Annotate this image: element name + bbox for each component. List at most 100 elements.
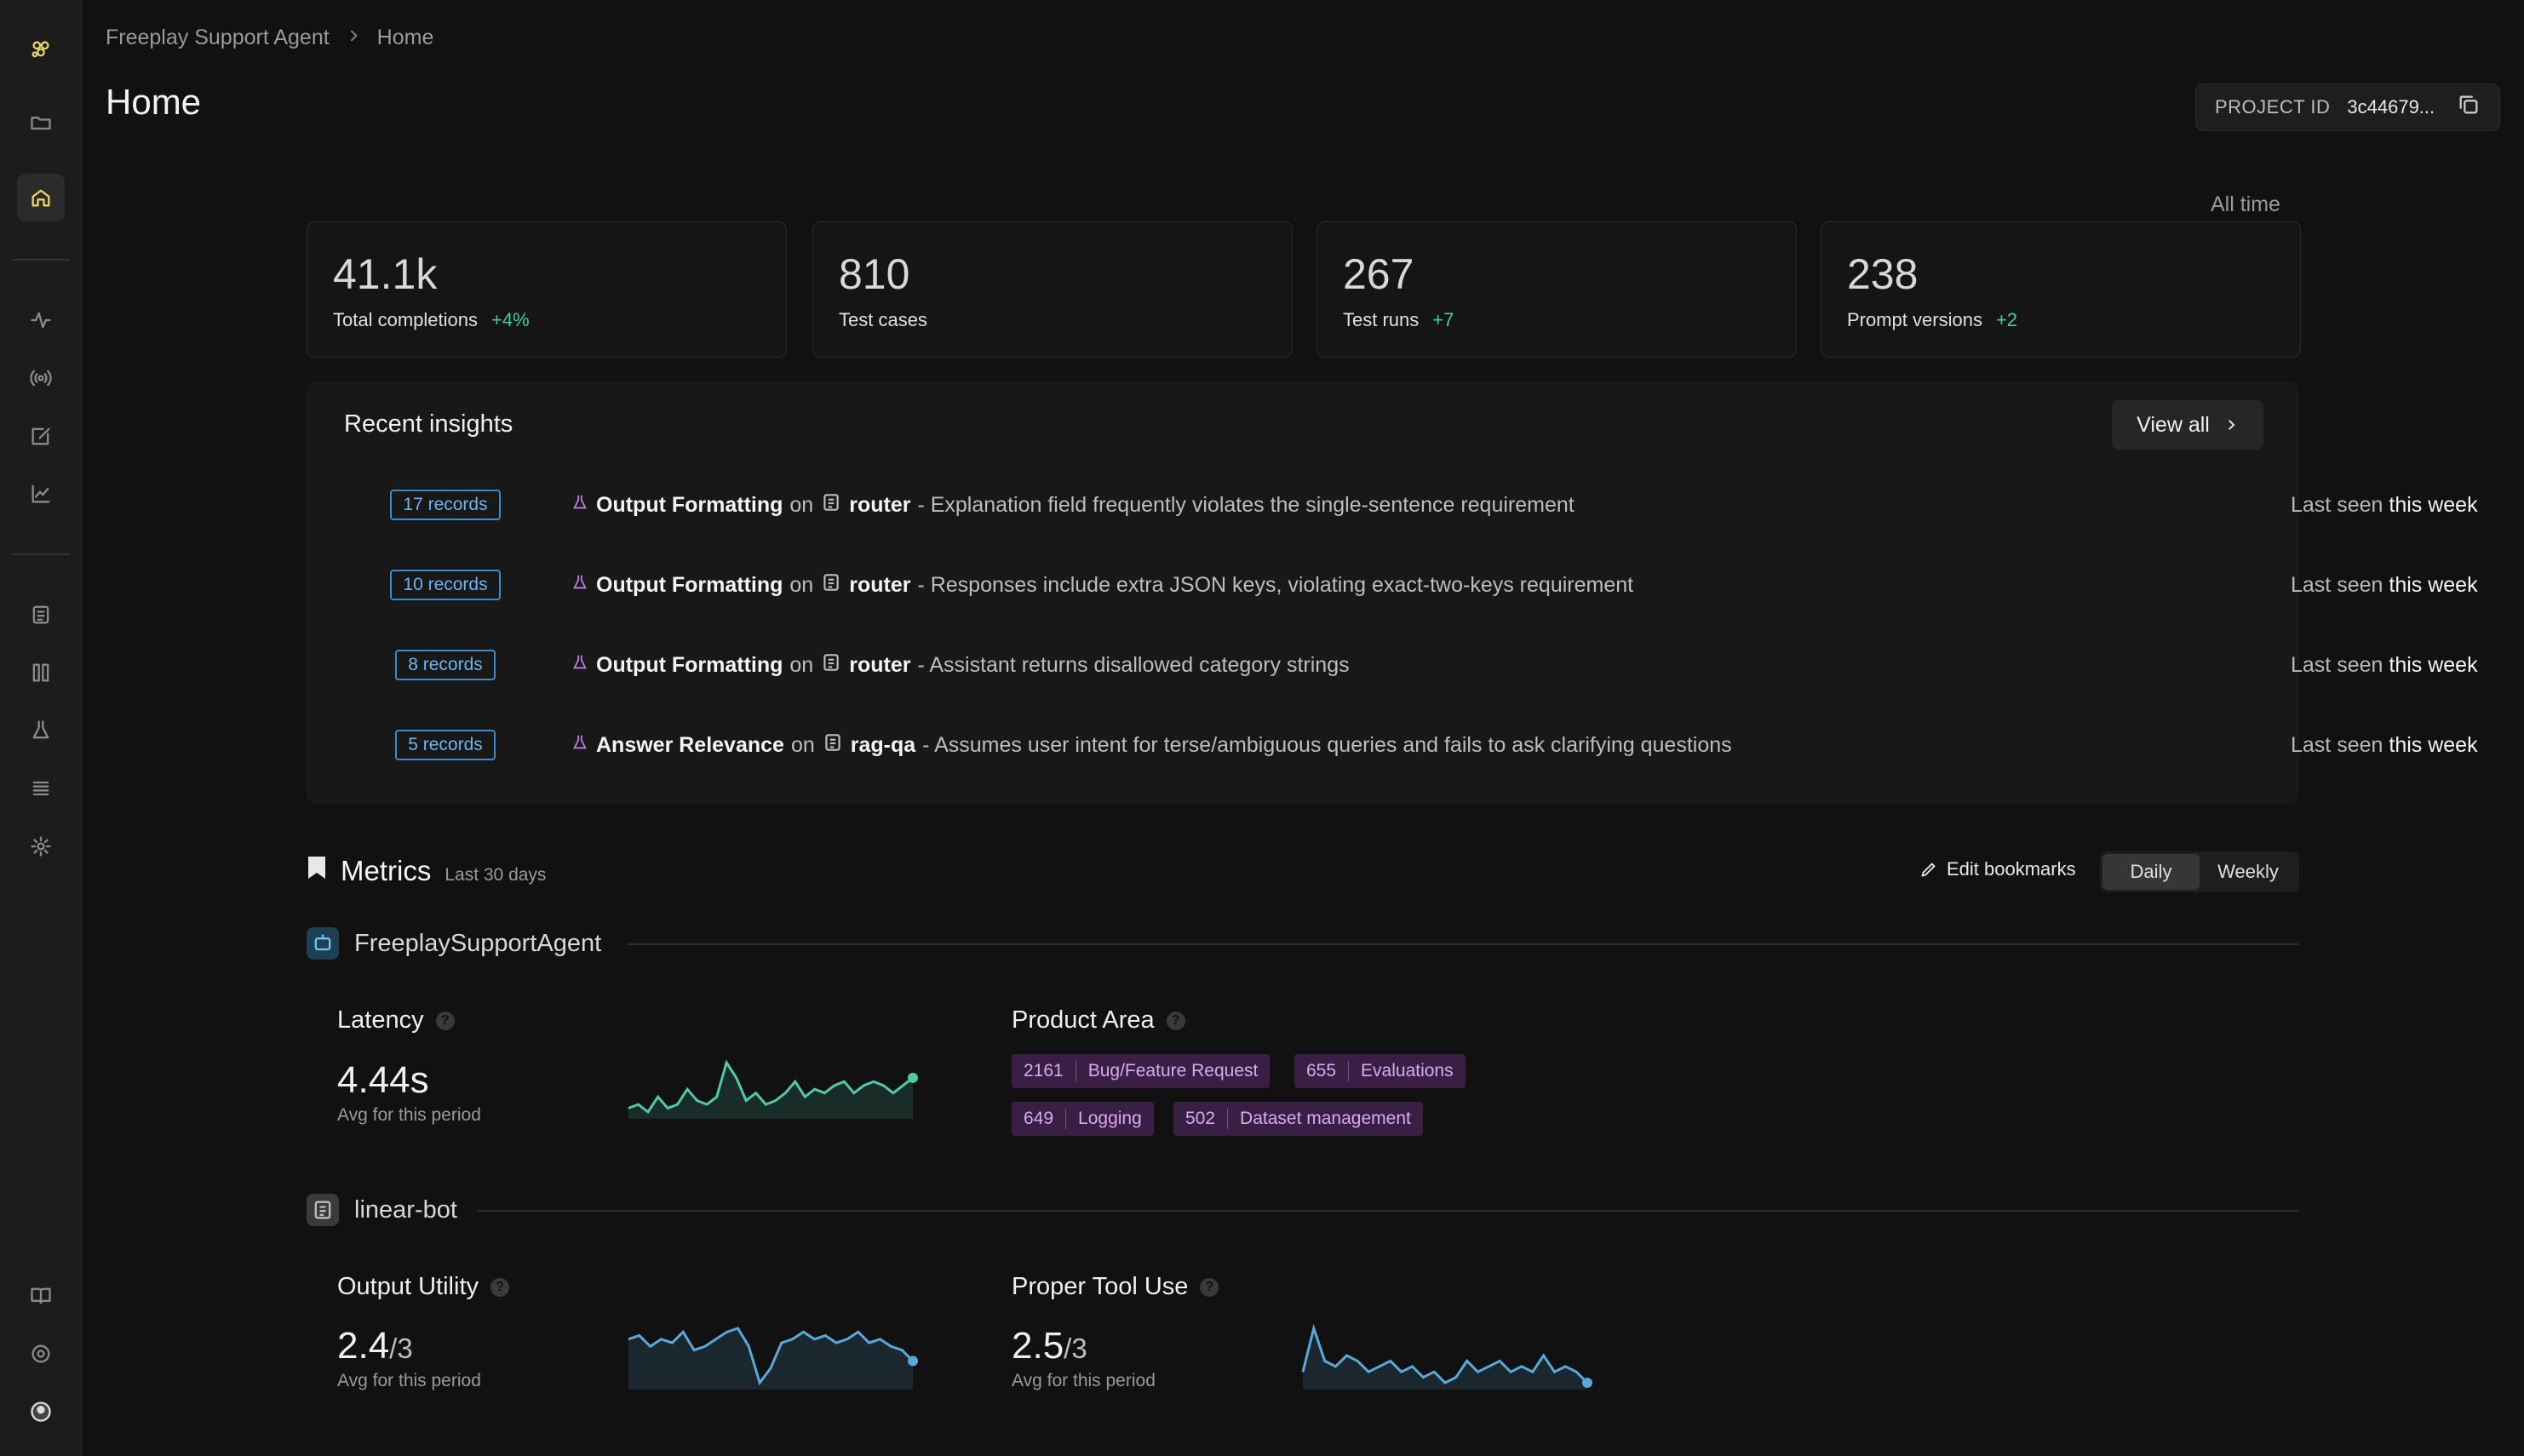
metric-value: 4.44s bbox=[337, 1059, 429, 1102]
metric-title: Output Utility bbox=[337, 1273, 479, 1300]
prompt-name[interactable]: rag-qa bbox=[850, 732, 916, 757]
evaluation-icon bbox=[571, 573, 589, 598]
breadcrumb-project[interactable]: Freeplay Support Agent bbox=[106, 26, 330, 49]
prompt-name[interactable]: router bbox=[849, 492, 911, 517]
insights-title: Recent insights bbox=[344, 410, 513, 438]
settings-icon[interactable] bbox=[17, 1330, 65, 1378]
last-seen-value: this week bbox=[2389, 572, 2478, 597]
tag-label: Evaluations bbox=[1361, 1061, 1454, 1081]
period-label[interactable]: All time bbox=[2211, 192, 2280, 216]
prompt-name[interactable]: router bbox=[849, 572, 911, 597]
insight-text: Output Formatting on router - Responses inc… bbox=[571, 571, 1633, 599]
scroll-icon[interactable] bbox=[17, 591, 65, 639]
evaluation-icon bbox=[571, 733, 589, 758]
insight-row[interactable]: 5 records Answer Relevance on rag-qa - Assum… bbox=[307, 724, 2478, 766]
activity-icon[interactable] bbox=[17, 296, 65, 344]
help-icon[interactable]: ? bbox=[1166, 1011, 1185, 1030]
metric-subtitle: Avg for this period bbox=[1012, 1371, 1156, 1390]
records-badge[interactable]: 17 records bbox=[390, 490, 501, 520]
proper-tool-use-sparkline[interactable] bbox=[1296, 1321, 1594, 1390]
toggle-daily[interactable]: Daily bbox=[2102, 854, 2200, 890]
stat-delta: +7 bbox=[1432, 309, 1454, 330]
edit-icon[interactable] bbox=[17, 412, 65, 460]
help-icon[interactable]: ? bbox=[1200, 1277, 1219, 1297]
home-icon[interactable] bbox=[17, 174, 65, 221]
last-seen-label: Last seen bbox=[2291, 652, 2383, 677]
book-icon[interactable] bbox=[17, 1272, 65, 1320]
product-area-tag[interactable]: 655 Evaluations bbox=[1294, 1054, 1466, 1088]
pencil-icon bbox=[1921, 863, 1936, 877]
records-badge[interactable]: 8 records bbox=[395, 650, 496, 680]
stat-delta: +2 bbox=[1995, 309, 2018, 330]
metric-title-output-utility[interactable]: Output Utility ? bbox=[337, 1273, 509, 1301]
prompt-icon bbox=[820, 651, 842, 679]
product-area-tag[interactable]: 502 Dataset management bbox=[1173, 1102, 1423, 1136]
last-seen-value: this week bbox=[2389, 652, 2478, 677]
toggle-weekly[interactable]: Weekly bbox=[2217, 861, 2279, 882]
metric-title: Latency bbox=[337, 1006, 424, 1034]
flask-icon[interactable] bbox=[17, 707, 65, 754]
copy-icon[interactable] bbox=[2457, 93, 2481, 122]
period-toggle: Daily Weekly bbox=[2100, 851, 2299, 892]
gear-icon[interactable] bbox=[17, 823, 65, 870]
chart-icon[interactable] bbox=[17, 470, 65, 518]
on-word: on bbox=[789, 652, 814, 677]
prompt-icon bbox=[820, 491, 842, 519]
latency-sparkline[interactable] bbox=[622, 1056, 920, 1119]
prompt-icon bbox=[820, 571, 842, 599]
insight-description: - Assumes user intent for terse/ambiguou… bbox=[922, 732, 1732, 757]
stat-label: Prompt versions bbox=[1847, 309, 1982, 330]
metric-title: Proper Tool Use bbox=[1012, 1273, 1189, 1300]
section-divider bbox=[627, 943, 2299, 945]
metric-title: Product Area bbox=[1012, 1006, 1155, 1034]
tag-count: 502 bbox=[1185, 1109, 1216, 1128]
broadcast-icon[interactable] bbox=[17, 354, 65, 402]
metrics-header: Metrics Last 30 days bbox=[307, 855, 546, 887]
list-icon[interactable] bbox=[17, 765, 65, 812]
insight-row[interactable]: 10 records Output Formatting on router - Res… bbox=[307, 564, 2478, 606]
insight-row[interactable]: 17 records Output Formatting on router - Exp… bbox=[307, 484, 2478, 526]
stat-card-prompt-versions[interactable]: 238 Prompt versions +2 bbox=[1821, 221, 2301, 358]
stat-value: 267 bbox=[1343, 250, 1414, 298]
folder-icon[interactable] bbox=[17, 99, 65, 146]
stat-card-test-runs[interactable]: 267 Test runs +7 bbox=[1316, 221, 1797, 358]
on-word: on bbox=[789, 572, 814, 597]
bookmark-icon bbox=[307, 855, 327, 885]
evaluation-name[interactable]: Answer Relevance bbox=[596, 732, 784, 757]
stat-label: Total completions bbox=[333, 309, 478, 330]
product-area-tag[interactable]: 2161 Bug/Feature Request bbox=[1012, 1054, 1271, 1088]
metric-title-product-area[interactable]: Product Area ? bbox=[1012, 1006, 1185, 1035]
evaluation-name[interactable]: Output Formatting bbox=[596, 652, 783, 677]
metric-title-latency[interactable]: Latency ? bbox=[337, 1006, 455, 1035]
help-icon[interactable]: ? bbox=[490, 1277, 509, 1297]
logo-icon[interactable] bbox=[17, 26, 65, 73]
avatar[interactable] bbox=[17, 1388, 65, 1436]
tag-label: Dataset management bbox=[1240, 1109, 1411, 1128]
sidebar-divider bbox=[12, 259, 70, 261]
metric-value-main: 2.4 bbox=[337, 1325, 390, 1367]
records-badge[interactable]: 10 records bbox=[390, 570, 501, 600]
metric-subtitle: Avg for this period bbox=[337, 1371, 481, 1390]
product-area-tag[interactable]: 649 Logging bbox=[1012, 1102, 1154, 1136]
records-badge[interactable]: 5 records bbox=[395, 730, 496, 760]
metrics-title: Metrics bbox=[341, 855, 432, 886]
evaluation-name[interactable]: Output Formatting bbox=[596, 492, 783, 517]
insight-row[interactable]: 8 records Output Formatting on router - Assi… bbox=[307, 644, 2478, 686]
evaluation-name[interactable]: Output Formatting bbox=[596, 572, 783, 597]
metric-title-proper-tool-use[interactable]: Proper Tool Use ? bbox=[1012, 1273, 1219, 1301]
columns-icon[interactable] bbox=[17, 649, 65, 696]
view-all-label: View all bbox=[2137, 412, 2210, 437]
help-icon[interactable]: ? bbox=[435, 1011, 455, 1030]
tag-count: 2161 bbox=[1024, 1061, 1064, 1081]
prompt-name[interactable]: router bbox=[849, 652, 911, 677]
stat-card-test-cases[interactable]: 810 Test cases bbox=[812, 221, 1293, 358]
metric-value: 2.4/3 bbox=[337, 1325, 413, 1367]
view-all-button[interactable]: View all bbox=[2112, 400, 2263, 450]
sparkline-line bbox=[628, 1059, 914, 1115]
edit-bookmarks-button[interactable]: Edit bookmarks bbox=[1919, 858, 2076, 880]
metric-group-freeplaysupportagent: FreeplaySupportAgent bbox=[307, 927, 601, 960]
output-utility-sparkline[interactable] bbox=[622, 1321, 920, 1390]
sparkline-area bbox=[1303, 1328, 1587, 1390]
stat-card-completions[interactable]: 41.1k Total completions +4% bbox=[307, 221, 787, 358]
metric-group-linear-bot: linear-bot bbox=[307, 1194, 457, 1226]
